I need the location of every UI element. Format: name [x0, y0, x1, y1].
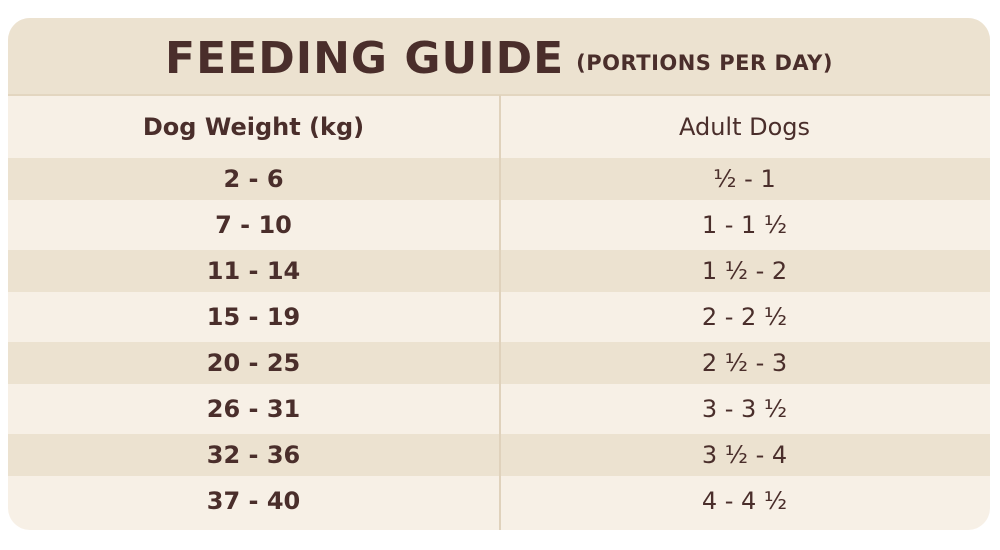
feeding-guide-card: FEEDING GUIDE (PORTIONS PER DAY) Dog Wei… [8, 18, 990, 530]
portion-cell: 1 ½ - 2 [701, 257, 788, 285]
portion-cell: 2 - 2 ½ [701, 303, 788, 331]
weight-cell: 11 - 14 [206, 257, 301, 285]
portion-cell: 1 - 1 ½ [701, 211, 788, 239]
table-row: 15 - 19 2 - 2 ½ [8, 292, 990, 342]
column-header-weight: Dog Weight (kg) [142, 113, 365, 141]
portion-cell: 4 - 4 ½ [701, 487, 788, 515]
weight-cell: 7 - 10 [215, 211, 292, 239]
column-divider [499, 95, 501, 530]
weight-cell: 15 - 19 [206, 303, 301, 331]
feeding-guide-header: FEEDING GUIDE (PORTIONS PER DAY) [8, 18, 990, 96]
page-subtitle: (PORTIONS PER DAY) [576, 51, 833, 75]
table-row: 26 - 31 3 - 3 ½ [8, 384, 990, 434]
column-header-adult: Adult Dogs [678, 113, 811, 141]
weight-cell: 32 - 36 [206, 441, 301, 469]
page-title: FEEDING GUIDE [165, 32, 565, 84]
table-header-row: Dog Weight (kg) Adult Dogs [8, 96, 990, 158]
portion-cell: 3 - 3 ½ [701, 395, 788, 423]
weight-cell: 26 - 31 [206, 395, 301, 423]
weight-cell: 20 - 25 [206, 349, 301, 377]
table-row: 7 - 10 1 - 1 ½ [8, 200, 990, 250]
table-row: 37 - 40 4 - 4 ½ [8, 476, 990, 526]
weight-cell: 37 - 40 [206, 487, 301, 515]
weight-cell: 2 - 6 [223, 165, 284, 193]
portion-cell: ½ - 1 [713, 165, 776, 193]
portion-cell: 3 ½ - 4 [701, 441, 788, 469]
portion-cell: 2 ½ - 3 [701, 349, 788, 377]
